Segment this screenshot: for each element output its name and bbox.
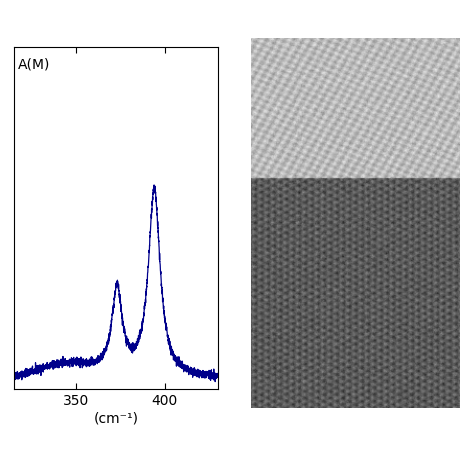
Text: A(M): A(M) — [18, 58, 51, 72]
X-axis label: (cm⁻¹): (cm⁻¹) — [94, 412, 138, 426]
